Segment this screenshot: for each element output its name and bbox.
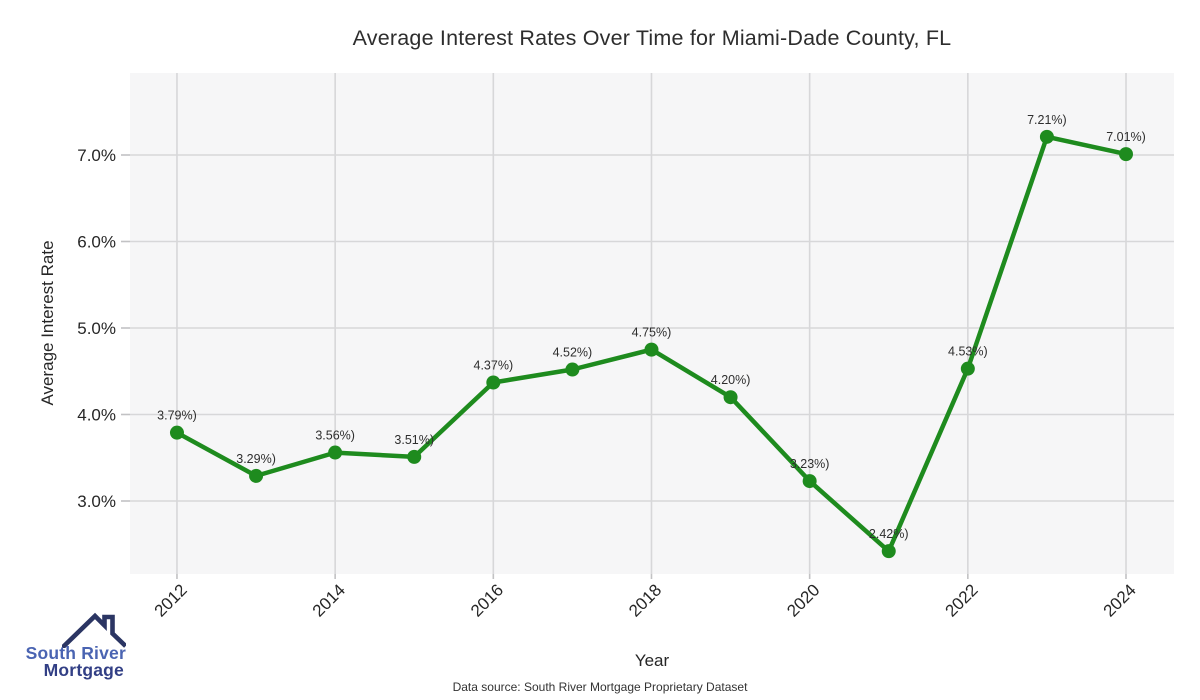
x-axis-title: Year	[634, 651, 670, 670]
page-title: Average Interest Rates Over Time for Mia…	[352, 26, 952, 50]
data-point	[486, 375, 501, 390]
data-point	[960, 361, 975, 376]
y-tick-label: 7.0%	[77, 146, 116, 165]
y-tick-label: 3.0%	[77, 492, 116, 511]
data-point-label: 3.56%)	[315, 429, 355, 443]
data-point-label: 4.20%)	[711, 373, 751, 387]
x-tick-label: 2012	[151, 580, 191, 620]
x-tick-label: 2014	[309, 580, 349, 620]
data-point-label: 4.52%)	[553, 346, 593, 360]
data-point-label: 3.79%)	[157, 409, 197, 423]
data-point-label: 4.37%)	[474, 358, 514, 372]
data-point	[644, 342, 659, 357]
data-point-label: 4.53%)	[948, 345, 988, 359]
data-point	[328, 445, 343, 460]
y-tick-label: 4.0%	[77, 405, 116, 424]
data-point-label: 7.21%)	[1027, 113, 1067, 127]
logo-text-mortgage: Mortgage	[43, 660, 124, 680]
y-axis-title: Average Interest Rate	[38, 240, 57, 406]
x-tick-label: 2024	[1100, 580, 1140, 620]
data-point	[169, 425, 184, 440]
data-point	[565, 362, 580, 377]
data-point-label: 4.75%)	[632, 326, 672, 340]
logo-text-south-river: South River	[25, 643, 126, 663]
data-point-label: 2.42%)	[869, 527, 909, 541]
x-tick-label: 2020	[783, 580, 823, 620]
data-point-label: 3.51%)	[394, 433, 434, 447]
source-note: Data source: South River Mortgage Propri…	[452, 680, 748, 694]
chart-canvas: 2012 2014 2016 2018 2020 2022 2024 3.0% 4.0% 5.0%…	[77, 73, 1174, 621]
house-roof-icon	[62, 612, 126, 648]
x-tick-label: 2022	[941, 580, 981, 620]
line-chart: 2012 2014 2016 2018 2020 2022 2024 3.0% 4.0% 5.0%…	[77, 73, 1174, 621]
data-point	[1118, 147, 1133, 162]
data-point-label: 7.01%)	[1106, 130, 1146, 144]
y-tick-label: 5.0%	[77, 319, 116, 338]
data-point	[407, 449, 422, 464]
y-tick-label: 6.0%	[77, 232, 116, 251]
data-point	[881, 544, 896, 559]
data-point-label: 3.23%)	[790, 457, 830, 471]
data-point	[1039, 129, 1054, 144]
x-tick-label: 2016	[467, 580, 507, 620]
data-point	[802, 474, 817, 489]
data-point-label: 3.29%)	[236, 452, 276, 466]
data-point	[249, 468, 264, 483]
x-tick-label: 2018	[625, 580, 665, 620]
south-river-mortgage-logo: South River Mortgage	[14, 610, 134, 682]
data-point	[723, 390, 738, 405]
